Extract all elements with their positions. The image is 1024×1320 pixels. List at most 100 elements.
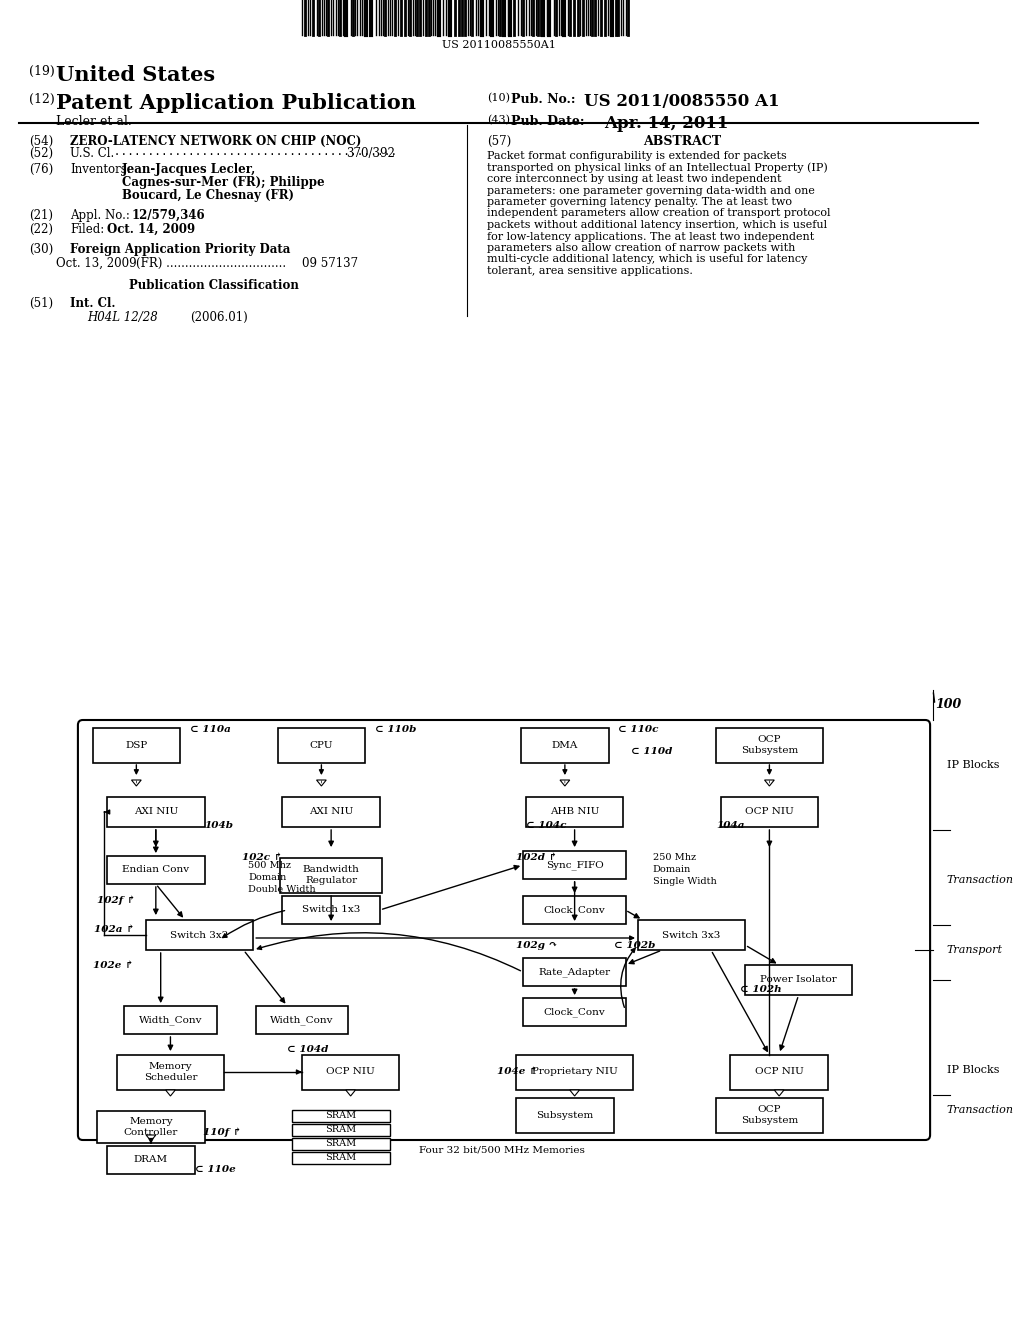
Text: Proprietary NIU: Proprietary NIU bbox=[531, 1068, 617, 1077]
Text: Publication Classification: Publication Classification bbox=[129, 279, 299, 292]
Text: ⊂ 110e: ⊂ 110e bbox=[195, 1166, 236, 1175]
Text: OCP
Subsystem: OCP Subsystem bbox=[740, 735, 798, 755]
Bar bbox=[97, 1111, 205, 1143]
Text: multi-cycle additional latency, which is useful for latency: multi-cycle additional latency, which is… bbox=[487, 255, 807, 264]
Text: Oct. 13, 2009: Oct. 13, 2009 bbox=[56, 257, 137, 271]
Text: Switch 1x3: Switch 1x3 bbox=[302, 906, 360, 915]
Text: Packet format configurability is extended for packets: Packet format configurability is extende… bbox=[487, 150, 786, 161]
Text: OCP NIU: OCP NIU bbox=[745, 808, 794, 817]
Text: IP Blocks: IP Blocks bbox=[946, 760, 999, 770]
Text: OCP NIU: OCP NIU bbox=[755, 1068, 804, 1077]
Bar bbox=[292, 1152, 389, 1164]
Text: (21): (21) bbox=[30, 209, 53, 222]
Text: ⊂ 110a: ⊂ 110a bbox=[189, 726, 230, 734]
Bar bbox=[523, 958, 626, 986]
Bar bbox=[716, 1097, 823, 1133]
Text: Subsystem: Subsystem bbox=[537, 1110, 594, 1119]
Text: packets without additional latency insertion, which is useful: packets without additional latency inser… bbox=[487, 220, 827, 230]
Text: 370/392: 370/392 bbox=[346, 147, 394, 160]
Text: H04L 12/28: H04L 12/28 bbox=[88, 312, 159, 323]
Polygon shape bbox=[765, 780, 774, 785]
Text: Transaction: Transaction bbox=[946, 1105, 1014, 1115]
Text: Clock_Conv: Clock_Conv bbox=[544, 906, 605, 915]
Text: DRAM: DRAM bbox=[134, 1155, 168, 1164]
Text: Lecler et al.: Lecler et al. bbox=[56, 115, 132, 128]
Bar bbox=[108, 797, 205, 828]
Text: US 2011/0085550 A1: US 2011/0085550 A1 bbox=[585, 92, 780, 110]
Text: Apr. 14, 2011: Apr. 14, 2011 bbox=[604, 115, 728, 132]
Text: 104a: 104a bbox=[716, 821, 744, 829]
Bar bbox=[516, 1055, 633, 1089]
Bar bbox=[721, 797, 818, 828]
Text: IP Blocks: IP Blocks bbox=[946, 1065, 999, 1074]
Text: 104b: 104b bbox=[205, 821, 233, 829]
Bar bbox=[92, 727, 180, 763]
Text: (19): (19) bbox=[30, 65, 55, 78]
FancyBboxPatch shape bbox=[78, 719, 930, 1140]
Text: SRAM: SRAM bbox=[326, 1111, 356, 1121]
Text: ..........................................: ........................................… bbox=[108, 147, 397, 157]
Text: (22): (22) bbox=[30, 223, 53, 236]
Text: (2006.01): (2006.01) bbox=[189, 312, 248, 323]
Bar bbox=[283, 797, 380, 828]
Polygon shape bbox=[166, 1090, 175, 1096]
Text: Memory
Scheduler: Memory Scheduler bbox=[143, 1063, 198, 1081]
Text: Pub. Date:: Pub. Date: bbox=[511, 115, 585, 128]
Text: ⊂ 110b: ⊂ 110b bbox=[375, 726, 417, 734]
Text: ⊂ 110c: ⊂ 110c bbox=[618, 726, 658, 734]
Bar bbox=[521, 727, 608, 763]
Text: ABSTRACT: ABSTRACT bbox=[643, 135, 721, 148]
Text: 102c ↱: 102c ↱ bbox=[242, 854, 282, 862]
Text: AHB NIU: AHB NIU bbox=[550, 808, 599, 817]
Bar bbox=[716, 727, 823, 763]
Text: Int. Cl.: Int. Cl. bbox=[70, 297, 116, 310]
Text: OCP
Subsystem: OCP Subsystem bbox=[740, 1105, 798, 1125]
Text: 104e ↱: 104e ↱ bbox=[497, 1068, 538, 1077]
Text: for low-latency applications. The at least two independent: for low-latency applications. The at lea… bbox=[487, 231, 814, 242]
Text: Filed:: Filed: bbox=[70, 223, 104, 236]
Text: parameters: one parameter governing data-width and one: parameters: one parameter governing data… bbox=[487, 186, 815, 195]
Text: U.S. Cl.: U.S. Cl. bbox=[70, 147, 115, 160]
Text: Width_Conv: Width_Conv bbox=[138, 1015, 202, 1024]
Text: ⊂ 102b: ⊂ 102b bbox=[613, 940, 655, 949]
Text: AXI NIU: AXI NIU bbox=[309, 808, 353, 817]
Text: (43): (43) bbox=[487, 115, 510, 125]
Text: Transport: Transport bbox=[946, 945, 1002, 954]
Polygon shape bbox=[569, 1090, 580, 1096]
Text: ⊂ 104c: ⊂ 104c bbox=[526, 821, 566, 829]
Text: United States: United States bbox=[56, 65, 216, 84]
Text: (30): (30) bbox=[30, 243, 53, 256]
Text: SRAM: SRAM bbox=[326, 1154, 356, 1163]
Text: transported on physical links of an Intellectual Property (IP): transported on physical links of an Inte… bbox=[487, 162, 827, 173]
Text: 102g ↷: 102g ↷ bbox=[516, 940, 557, 949]
Text: (76): (76) bbox=[30, 162, 53, 176]
Text: SRAM: SRAM bbox=[326, 1126, 356, 1134]
Text: 250 Mhz: 250 Mhz bbox=[652, 854, 695, 862]
Text: 110f ↱: 110f ↱ bbox=[203, 1127, 242, 1137]
Text: (57): (57) bbox=[487, 135, 511, 148]
Text: Boucard, Le Chesnay (FR): Boucard, Le Chesnay (FR) bbox=[122, 189, 294, 202]
Text: Clock_Conv: Clock_Conv bbox=[544, 1007, 605, 1016]
Text: Rate_Adapter: Rate_Adapter bbox=[539, 968, 610, 977]
Bar bbox=[292, 1125, 389, 1137]
Text: Domain: Domain bbox=[652, 866, 691, 874]
Bar bbox=[523, 896, 626, 924]
Text: Transaction: Transaction bbox=[946, 875, 1014, 884]
Polygon shape bbox=[346, 1090, 355, 1096]
Text: Switch 3x2: Switch 3x2 bbox=[170, 931, 228, 940]
Text: ⊂ 104d: ⊂ 104d bbox=[288, 1045, 329, 1055]
Polygon shape bbox=[774, 1090, 784, 1096]
Text: Appl. No.:: Appl. No.: bbox=[70, 209, 130, 222]
Bar bbox=[523, 998, 626, 1026]
Bar bbox=[526, 797, 624, 828]
Bar bbox=[292, 1138, 389, 1150]
Bar bbox=[108, 1146, 195, 1173]
Text: Foreign Application Priority Data: Foreign Application Priority Data bbox=[70, 243, 291, 256]
Text: Single Width: Single Width bbox=[652, 878, 716, 887]
Bar bbox=[302, 1055, 399, 1089]
Text: Switch 3x3: Switch 3x3 bbox=[663, 931, 721, 940]
Bar bbox=[117, 1055, 224, 1089]
Text: ZERO-LATENCY NETWORK ON CHIP (NOC): ZERO-LATENCY NETWORK ON CHIP (NOC) bbox=[70, 135, 361, 148]
Text: parameters also allow creation of narrow packets with: parameters also allow creation of narrow… bbox=[487, 243, 796, 253]
Bar bbox=[124, 1006, 217, 1034]
